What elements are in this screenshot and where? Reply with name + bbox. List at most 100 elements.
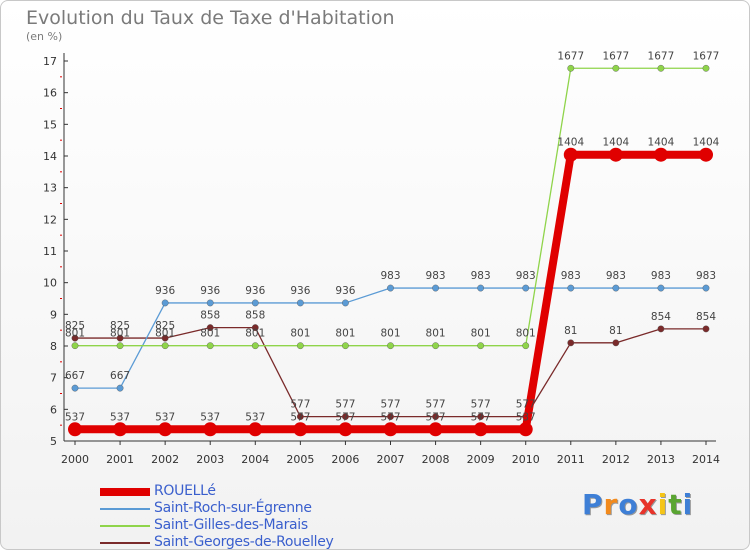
data-label: 983 [696, 270, 716, 282]
x-tick-label: 2005 [286, 453, 314, 466]
data-label: 825 [110, 320, 130, 332]
x-tick-label: 2014 [692, 453, 720, 466]
y-tick-label: 8 [50, 340, 57, 353]
data-point [518, 422, 533, 437]
data-point [657, 325, 665, 333]
data-label: 983 [426, 270, 446, 282]
data-point [158, 422, 173, 437]
data-point [387, 342, 394, 350]
data-label: 858 [200, 310, 220, 322]
data-label: 1677 [648, 50, 675, 62]
data-point [702, 64, 710, 72]
data-point [206, 324, 214, 332]
x-tick-label: 2008 [422, 453, 450, 466]
logo-letter: t [668, 488, 683, 521]
x-tick-label: 2011 [557, 453, 585, 466]
data-point [296, 299, 304, 307]
data-point [71, 334, 79, 342]
data-label: 825 [155, 320, 175, 332]
data-label: 936 [245, 285, 265, 297]
data-point [428, 422, 443, 437]
data-label: 854 [696, 311, 716, 323]
y-tick-label: 10 [43, 277, 57, 290]
data-point [702, 325, 710, 333]
legend-swatch [100, 525, 150, 527]
data-point [522, 342, 530, 350]
data-point [251, 342, 259, 350]
data-point [248, 422, 263, 437]
data-label: 537 [245, 411, 265, 423]
y-tick-label: 11 [43, 245, 57, 258]
data-label: 1677 [557, 50, 584, 62]
data-label: 577 [380, 399, 400, 411]
data-label: 854 [651, 311, 671, 323]
logo-letter: i [682, 488, 694, 521]
data-point [251, 299, 259, 307]
data-label: 801 [110, 328, 130, 340]
x-tick-label: 2007 [377, 453, 405, 466]
data-label: 825 [65, 320, 85, 332]
data-point [342, 413, 349, 421]
data-label: 801 [65, 328, 85, 340]
data-label: 537 [110, 411, 130, 423]
y-tick-label: 12 [43, 213, 57, 226]
data-point [338, 422, 353, 437]
data-label: 1404 [557, 137, 584, 149]
data-label: 983 [561, 270, 581, 282]
data-point [206, 342, 214, 350]
data-point [612, 64, 620, 72]
data-label: 537 [65, 411, 85, 423]
legend-label: Saint-Roch-sur-Égrenne [154, 500, 312, 516]
y-tick-label: 13 [43, 182, 57, 195]
data-point [293, 422, 308, 437]
data-point [567, 64, 575, 72]
data-point [477, 284, 485, 292]
data-point [477, 342, 485, 350]
data-label: 801 [426, 328, 446, 340]
data-label: 577 [471, 399, 491, 411]
data-point [473, 422, 488, 437]
logo-letter: r [603, 488, 619, 521]
data-label: 983 [380, 270, 400, 282]
data-point [116, 334, 124, 342]
x-tick-label: 2013 [647, 453, 675, 466]
data-label: 983 [606, 270, 626, 282]
data-point [161, 334, 169, 342]
data-label: 577 [335, 399, 355, 411]
data-point [296, 413, 304, 421]
data-point [296, 342, 304, 350]
data-point [161, 342, 169, 350]
data-label: 1677 [602, 50, 629, 62]
data-point [383, 422, 398, 437]
data-label: 577 [426, 411, 446, 423]
data-label: 801 [155, 328, 175, 340]
y-tick-label: 9 [50, 308, 57, 321]
data-label: 936 [335, 285, 355, 297]
data-point [612, 284, 620, 292]
data-label: 577 [471, 411, 491, 423]
y-tick-label: 7 [50, 372, 57, 385]
data-point [387, 413, 394, 421]
data-point [68, 422, 82, 437]
data-point [71, 342, 79, 350]
data-point [387, 284, 394, 292]
data-label: 1404 [602, 137, 629, 149]
data-label: 1404 [693, 137, 720, 149]
data-label: 801 [200, 328, 220, 340]
data-label: 983 [651, 270, 671, 282]
y-tick-label: 17 [43, 55, 57, 68]
data-point [657, 284, 665, 292]
logo-letter: o [618, 488, 639, 521]
data-label: 577 [335, 411, 355, 423]
y-tick-label: 16 [43, 87, 57, 100]
data-point [612, 339, 620, 347]
data-point [657, 64, 665, 72]
data-point [432, 284, 439, 292]
x-tick-label: 2006 [331, 453, 359, 466]
data-point [432, 413, 439, 421]
data-label: 858 [245, 310, 265, 322]
data-point [432, 342, 439, 350]
x-tick-label: 2000 [61, 453, 89, 466]
data-label: 577 [426, 399, 446, 411]
data-label: 801 [516, 328, 536, 340]
